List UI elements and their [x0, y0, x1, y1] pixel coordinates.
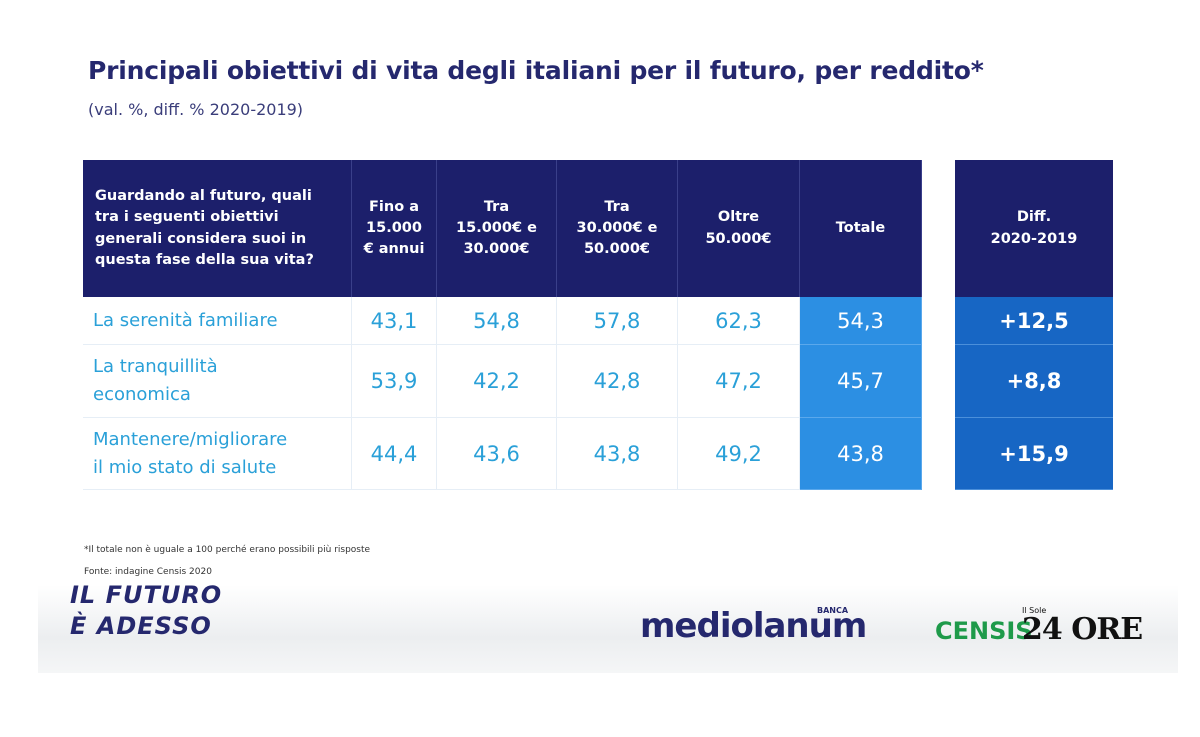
diff-cell: +8,8 — [955, 345, 1113, 418]
value-cell: 47,2 — [678, 345, 800, 418]
logo-censis: CENSIS — [935, 617, 1033, 645]
value-cell: 53,9 — [352, 345, 437, 418]
source: Fonte: indagine Censis 2020 — [84, 567, 212, 577]
logo-sole: Il Sole — [1022, 606, 1047, 615]
value-cell: 57,8 — [557, 297, 678, 345]
logo-mediolanum: mediolanum — [640, 606, 867, 646]
value-cell: 43,1 — [352, 297, 437, 345]
value-cell: 54,8 — [437, 297, 557, 345]
value-cell: 62,3 — [678, 297, 800, 345]
logo-24ore: 24 ORE — [1022, 612, 1143, 647]
column-header: Diff. 2020-2019 — [955, 160, 1113, 297]
subtitle: (val. %, diff. % 2020-2019) — [88, 100, 304, 119]
title: Principali obiettivi di vita degli itali… — [88, 56, 984, 85]
column-header: Fino a 15.000 € annui — [352, 160, 437, 297]
value-cell: 43,6 — [437, 418, 557, 490]
diff-cell: +12,5 — [955, 297, 1113, 345]
column-header: Oltre 50.000€ — [678, 160, 800, 297]
total-cell: 45,7 — [800, 345, 922, 418]
column-header: Tra 30.000€ e 50.000€ — [557, 160, 678, 297]
value-cell: 49,2 — [678, 418, 800, 490]
question-header: Guardando al futuro, quali tra i seguent… — [83, 160, 352, 297]
value-cell: 44,4 — [352, 418, 437, 490]
column-header: Totale — [800, 160, 922, 297]
row-label: La serenità familiare — [83, 297, 352, 345]
value-cell: 43,8 — [557, 418, 678, 490]
value-cell: 42,2 — [437, 345, 557, 418]
footnote: *Il totale non è uguale a 100 perché era… — [84, 545, 371, 555]
logo-banca: BANCA — [817, 606, 849, 615]
column-header: Tra 15.000€ e 30.000€ — [437, 160, 557, 297]
row-label: Mantenere/migliorare il mio stato di sal… — [83, 418, 352, 490]
diff-cell: +15,9 — [955, 418, 1113, 490]
total-cell: 43,8 — [800, 418, 922, 490]
total-cell: 54,3 — [800, 297, 922, 345]
motto: IL FUTURO È ADESSO — [70, 581, 223, 641]
row-label: La tranquillità economica — [83, 345, 352, 418]
footer-strip — [38, 585, 1178, 673]
value-cell: 42,8 — [557, 345, 678, 418]
